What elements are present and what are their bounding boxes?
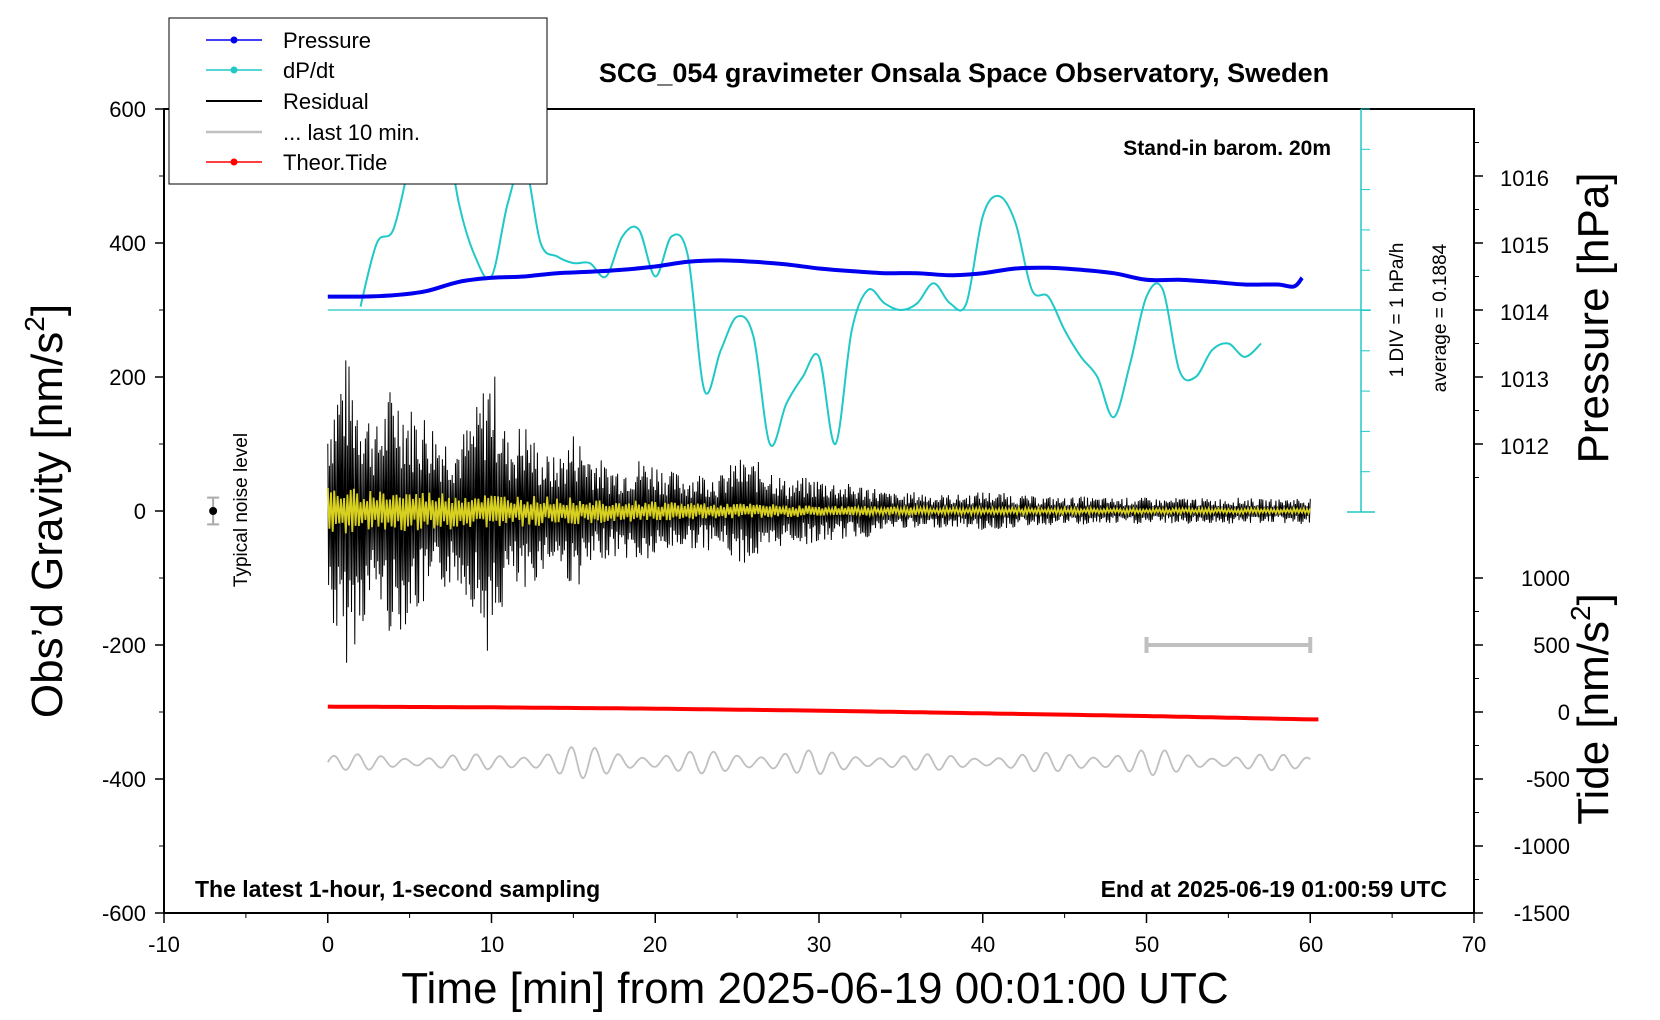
legend-pressure-marker xyxy=(230,36,238,44)
pressure-tick-labels: 1016 1015 1014 1013 1012 xyxy=(1500,166,1549,459)
x-tick-label: 20 xyxy=(643,932,667,957)
x-tick-label: -10 xyxy=(148,932,180,957)
pressure-tick-label: 1014 xyxy=(1500,300,1549,325)
y-tick-label: 0 xyxy=(134,499,146,524)
y-tick-label: 200 xyxy=(109,365,146,390)
tide-tick-labels: 1000 500 0 -500 -1000 -1500 xyxy=(1514,566,1570,926)
tide-tick-label: 1000 xyxy=(1521,566,1570,591)
tick-marks xyxy=(155,108,1483,923)
y-axis-left-title-sup: 2 xyxy=(19,316,50,332)
noise-level-label: Typical noise level xyxy=(231,433,252,587)
dpdt-average-label: average = 0.1884 xyxy=(1430,243,1451,392)
pressure-tick-label: 1015 xyxy=(1500,233,1549,258)
pressure-tick-label: 1016 xyxy=(1500,166,1549,191)
dpdt-division-label: 1 DIV = 1 hPa/h xyxy=(1387,243,1408,378)
dpdt-line xyxy=(359,90,1262,447)
end-time-note: End at 2025-06-19 01:00:59 UTC xyxy=(1101,876,1447,902)
tide-axis-title-sup: 2 xyxy=(1565,605,1596,621)
y-tick-label: -200 xyxy=(102,633,146,658)
y-tick-label: 400 xyxy=(109,231,146,256)
x-axis-title: Time [min] from 2025-06-19 00:01:00 UTC xyxy=(401,964,1228,1013)
y-tick-label: 600 xyxy=(109,97,146,122)
x-tick-label: 30 xyxy=(807,932,831,957)
x-tick-label: 50 xyxy=(1135,932,1159,957)
y-tick-label: -600 xyxy=(102,901,146,926)
legend: Pressure dP/dt Residual ... last 10 min.… xyxy=(168,17,548,185)
y-tick-labels: 600 400 200 0 -200 -400 -600 xyxy=(102,97,146,926)
x-tick-label: 60 xyxy=(1299,932,1323,957)
residual-line xyxy=(327,360,1311,663)
x-tick-label: 70 xyxy=(1462,932,1486,957)
tide-tick-label: -1000 xyxy=(1514,834,1570,859)
x-tick-label: 0 xyxy=(322,932,334,957)
legend-tide-label: Theor.Tide xyxy=(283,150,387,175)
pressure-tick-label: 1013 xyxy=(1500,367,1549,392)
noise-level-point xyxy=(209,507,218,515)
x-tick-label: 40 xyxy=(971,932,995,957)
sampling-note: The latest 1-hour, 1-second sampling xyxy=(195,876,600,902)
y-axis-left-title: Obs’d Gravity [nm/s2] xyxy=(19,304,72,718)
last10-line xyxy=(327,746,1311,780)
tide-tick-label: 0 xyxy=(1558,700,1570,725)
pressure-line xyxy=(327,258,1304,299)
tide-tick-label: 500 xyxy=(1533,633,1570,658)
y-axis-left-title-main: Obs’d Gravity [nm/s xyxy=(23,332,72,718)
tide-tick-label: -1500 xyxy=(1514,901,1570,926)
y-axis-left-title-end: ] xyxy=(23,304,72,316)
legend-last10-label: ... last 10 min. xyxy=(283,120,420,145)
series-layer xyxy=(207,90,1372,780)
y-tick-label: -400 xyxy=(102,767,146,792)
chart-title: SCG_054 gravimeter Onsala Space Observat… xyxy=(599,58,1329,88)
tide-line xyxy=(327,704,1319,722)
tide-tick-label: -500 xyxy=(1526,767,1570,792)
pressure-axis-title: Pressure [hPa] xyxy=(1569,172,1618,463)
legend-residual-label: Residual xyxy=(283,89,369,114)
legend-tide-marker xyxy=(230,158,238,166)
legend-dpdt-label: dP/dt xyxy=(283,58,334,83)
tide-axis-title-end: ] xyxy=(1569,593,1618,605)
legend-dpdt-marker xyxy=(230,66,238,74)
tide-axis-title-main: Tide [nm/s xyxy=(1569,621,1618,825)
x-tick-labels: -10 0 10 20 30 40 50 60 70 xyxy=(148,932,1486,957)
pressure-tick-label: 1012 xyxy=(1500,434,1549,459)
tide-axis-title: Tide [nm/s2] xyxy=(1565,593,1618,825)
residual-smoothed-line xyxy=(326,487,1312,534)
x-tick-label: 10 xyxy=(480,932,504,957)
legend-pressure-label: Pressure xyxy=(283,28,371,53)
stand-in-barometer-note: Stand-in barom. 20m xyxy=(1123,137,1331,160)
